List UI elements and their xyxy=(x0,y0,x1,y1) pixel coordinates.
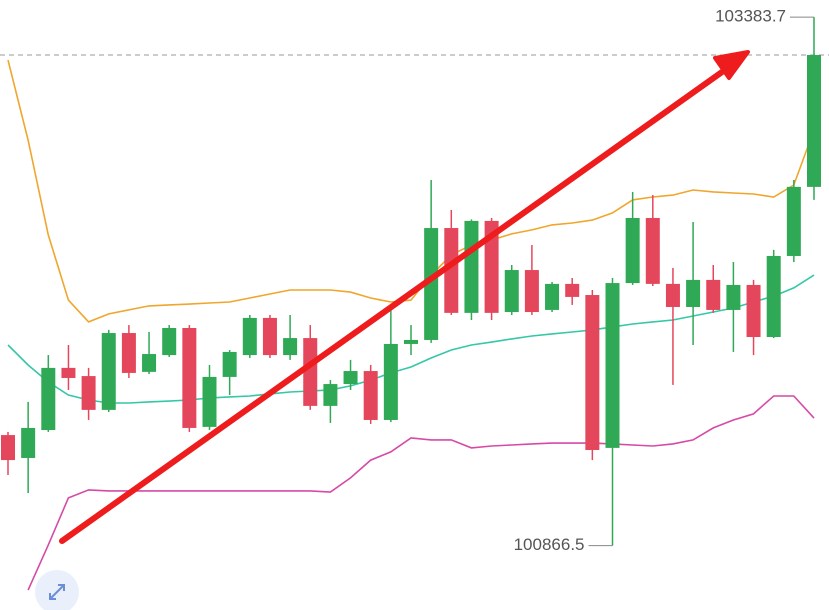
candle-body xyxy=(162,327,177,356)
candle-body xyxy=(222,351,237,377)
candle-body xyxy=(686,279,701,307)
candle-body xyxy=(484,220,499,313)
candle-body xyxy=(303,338,318,406)
candle-body xyxy=(202,376,217,427)
arrow-head xyxy=(713,50,750,80)
candle-body xyxy=(21,427,36,458)
candle-body xyxy=(504,270,519,313)
candle-body xyxy=(746,284,761,338)
candle-body xyxy=(605,283,620,448)
candle-body xyxy=(766,255,781,338)
expand-button[interactable] xyxy=(35,570,79,610)
candle-body xyxy=(323,384,338,406)
candle-body xyxy=(665,283,680,307)
candle-body xyxy=(786,186,801,256)
candle-body xyxy=(726,284,741,310)
band-line xyxy=(7,59,815,323)
candle-body xyxy=(424,228,439,340)
candle-body xyxy=(343,371,358,385)
candle-body xyxy=(363,371,378,420)
candle-body xyxy=(524,270,539,313)
candle-body xyxy=(262,317,277,356)
candle-body xyxy=(545,283,560,310)
band-line xyxy=(7,274,815,404)
candle-body xyxy=(283,338,298,356)
candle-body xyxy=(61,367,76,378)
candle-body xyxy=(464,220,479,313)
expand-button-bg[interactable] xyxy=(35,570,79,610)
candle-body xyxy=(242,317,257,356)
candle-body xyxy=(565,283,580,297)
candle-body xyxy=(444,228,459,313)
candle-body xyxy=(404,339,418,344)
candle-body xyxy=(121,333,136,373)
candle-body xyxy=(807,55,821,187)
trend-arrow xyxy=(59,50,750,544)
candle-body xyxy=(182,327,197,428)
candle-body xyxy=(585,295,600,450)
candle-body xyxy=(1,435,15,461)
candle-body xyxy=(101,333,116,410)
band-line xyxy=(27,395,815,591)
candle-body xyxy=(383,343,398,420)
arrow-shaft xyxy=(59,69,725,544)
plot: 103383.7 100866.5 xyxy=(0,7,829,591)
candle-body xyxy=(706,279,721,310)
candle-body xyxy=(81,376,96,410)
candle-body xyxy=(645,217,660,284)
candle-body xyxy=(625,217,640,284)
annotation-label: 103383.7 xyxy=(715,7,786,26)
annotation-label: 100866.5 xyxy=(514,535,585,554)
candle-body xyxy=(142,354,157,372)
candle-body xyxy=(41,367,56,431)
expand-icon[interactable] xyxy=(49,584,65,600)
